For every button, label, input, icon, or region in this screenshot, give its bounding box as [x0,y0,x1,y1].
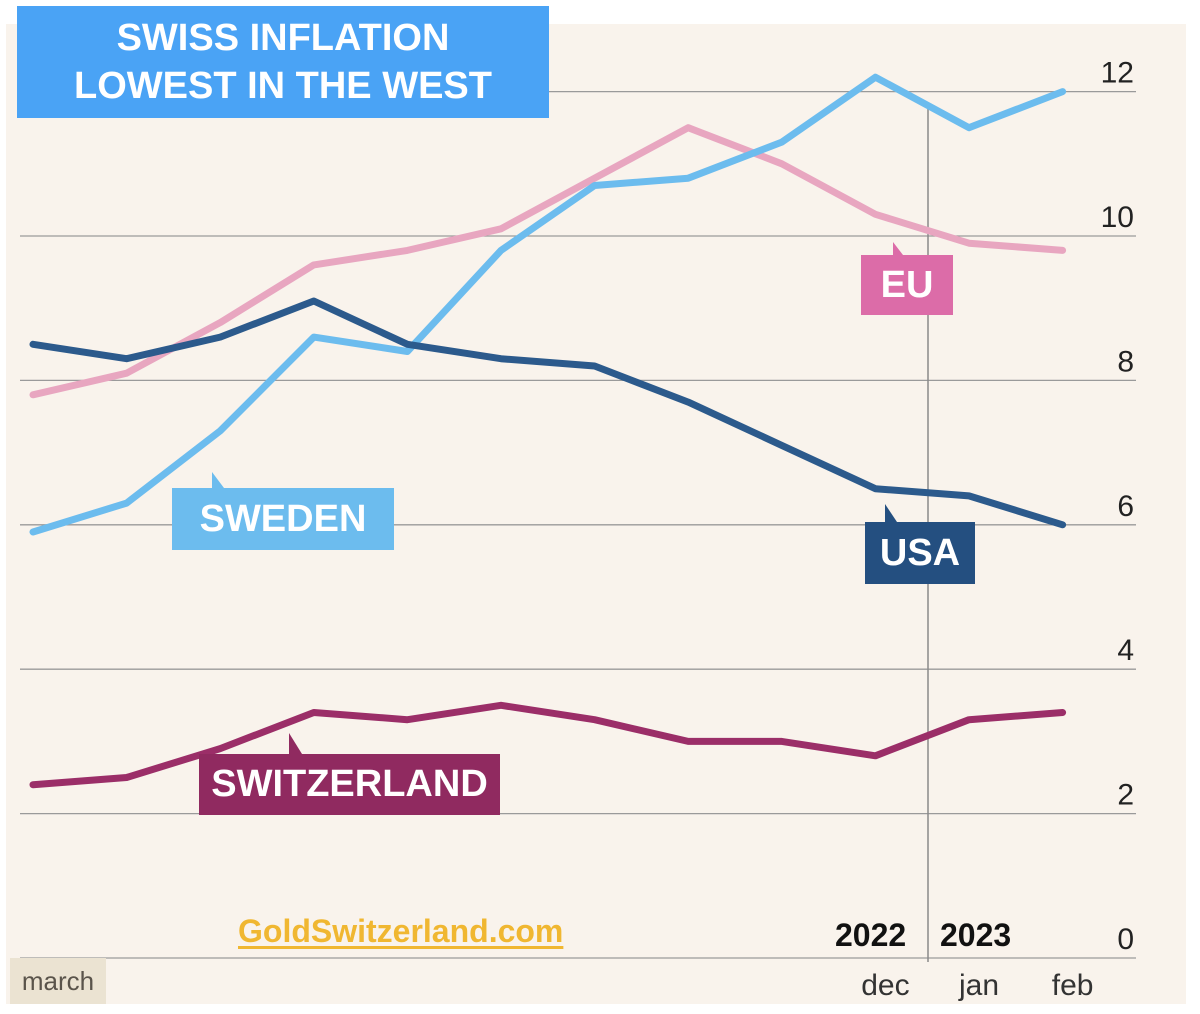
y-tick-label: 8 [1117,345,1134,378]
series-label-sweden: SWEDEN [172,488,394,550]
y-tick-label: 2 [1117,779,1134,812]
series-label-eu: EU [861,255,953,315]
series-label-usa: USA [865,522,975,584]
year-label-2023: 2023 [940,917,1012,953]
switzerland-label-pointer [289,733,302,754]
y-tick-label: 12 [1101,57,1134,90]
series-lines [29,73,1067,789]
series-label-switzerland: SWITZERLAND [199,754,500,815]
x-tick-label: feb [1052,969,1094,1002]
series-line-eu [29,124,1067,399]
x-tick-label: jan [958,969,999,1002]
series-line-usa [29,297,1067,529]
title-line-1: SWISS INFLATION [116,17,450,59]
year-label-2022: 2022 [835,917,907,953]
title-line-2: LOWEST IN THE WEST [74,65,492,107]
y-axis-tick-labels: 0 2 4 6 8 10 12 [1101,57,1134,956]
y-tick-label: 0 [1117,923,1134,956]
y-tick-label: 4 [1117,634,1134,667]
label-pointers [212,242,903,754]
eu-label-pointer [893,242,903,255]
sweden-label-pointer [212,472,224,488]
series-line-sweden [29,73,1067,536]
x-start-label: march [10,958,106,1004]
y-tick-label: 10 [1101,201,1134,234]
series-line-switzerland [29,701,1067,789]
y-tick-label: 6 [1117,490,1134,523]
chart-title: SWISS INFLATION LOWEST IN THE WEST [17,6,549,118]
watermark-link[interactable]: GoldSwitzerland.com [238,913,564,949]
x-axis-tick-labels: dec jan feb [861,969,1093,1002]
x-tick-label: dec [861,969,909,1002]
usa-label-pointer [885,504,897,522]
